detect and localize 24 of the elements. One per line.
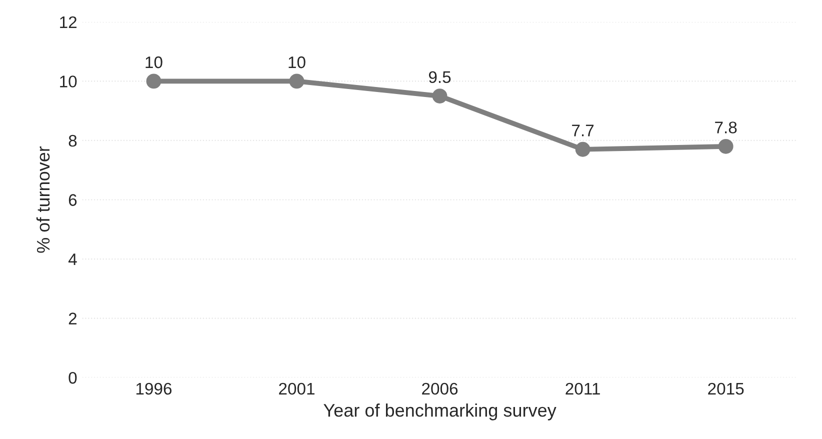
data-label: 10 <box>146 56 162 68</box>
point <box>432 88 448 104</box>
y-tick-label: 0 <box>68 372 77 384</box>
y-tick-label: 2 <box>68 312 77 324</box>
point <box>289 74 304 89</box>
y-tick-label: 4 <box>68 254 77 266</box>
x-tick-label: 2015 <box>708 382 744 395</box>
y-tick-label: 10 <box>60 76 77 88</box>
y-axis-title: % of turnover <box>36 146 50 253</box>
y-tick-label: 8 <box>68 134 77 147</box>
data-label: 9.5 <box>428 71 451 84</box>
x-axis-title: Year of benchmarking survey <box>324 403 556 420</box>
x-tick-label: 1996 <box>136 382 172 395</box>
data-label: 10 <box>288 56 306 68</box>
x-tick-label: 2006 <box>422 382 458 395</box>
x-tick-label: 2011 <box>566 382 600 395</box>
data-label: 7.7 <box>572 124 594 136</box>
y-tick-label: 12 <box>60 16 77 28</box>
point <box>718 138 734 154</box>
point <box>146 74 162 89</box>
point <box>575 142 590 157</box>
data-label: 7.8 <box>715 122 737 134</box>
x-tick-label: 2001 <box>279 382 314 395</box>
y-tick-label: 6 <box>68 194 77 206</box>
